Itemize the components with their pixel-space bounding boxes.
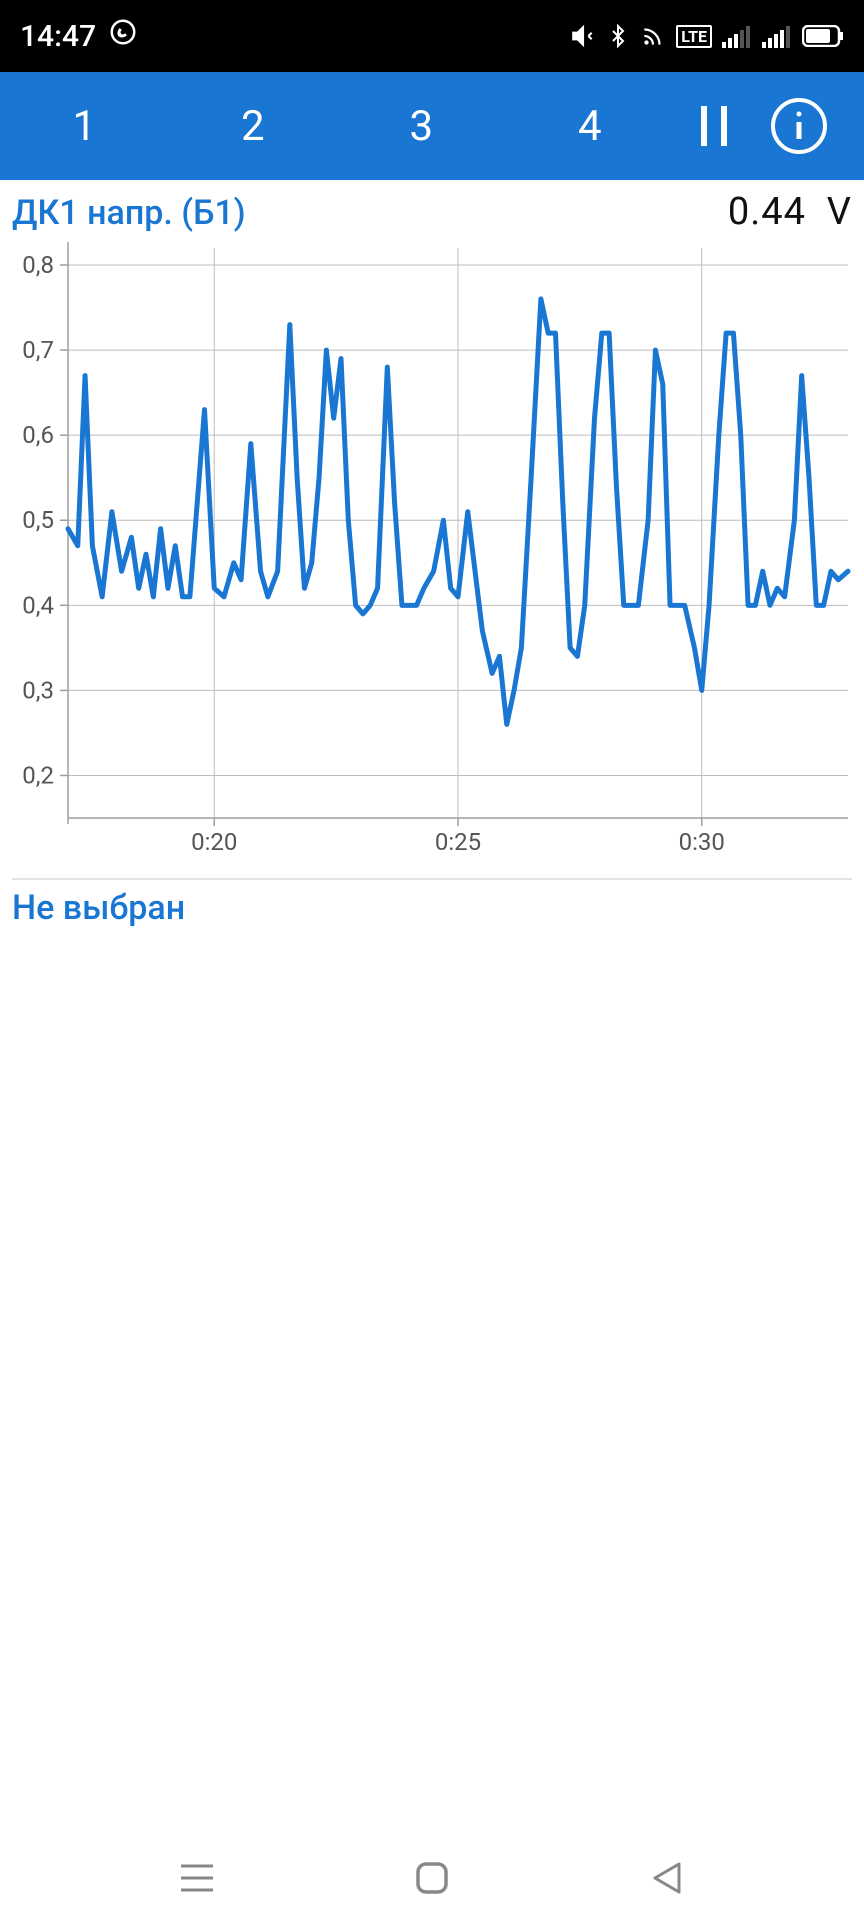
tab-1[interactable]: 1 xyxy=(0,102,169,151)
svg-text:0:20: 0:20 xyxy=(191,828,237,856)
tab-4[interactable]: 4 xyxy=(506,102,675,151)
status-indicators: LTE xyxy=(570,22,844,50)
tab-3[interactable]: 3 xyxy=(337,102,506,151)
svg-text:0,3: 0,3 xyxy=(22,676,54,704)
svg-text:0,6: 0,6 xyxy=(22,421,54,449)
svg-text:0:30: 0:30 xyxy=(679,828,725,856)
toolbar: 1 2 3 4 xyxy=(0,72,864,180)
chart1-canvas: 0,2 0,3 0,4 0,5 0,6 0,7 0,8 0:20 0:25 0:30 xyxy=(0,238,852,858)
svg-text:0,4: 0,4 xyxy=(22,591,54,619)
info-button[interactable] xyxy=(770,97,828,155)
recents-button[interactable] xyxy=(175,1856,219,1904)
svg-text:0,8: 0,8 xyxy=(22,251,54,279)
signal-icon-2 xyxy=(762,24,792,48)
bluetooth-icon xyxy=(606,22,630,50)
status-time: 14:47 xyxy=(20,19,96,54)
chart2-title[interactable]: Не выбран xyxy=(0,880,864,928)
pause-button[interactable] xyxy=(694,102,734,150)
mute-icon xyxy=(570,23,596,49)
lte-icon: LTE xyxy=(676,25,712,48)
chart1-value: 0.44 V xyxy=(728,190,852,234)
chart1[interactable]: 0,2 0,3 0,4 0,5 0,6 0,7 0,8 0:20 0:25 0:30 xyxy=(0,238,864,878)
android-navbar xyxy=(0,1840,864,1920)
home-button[interactable] xyxy=(410,1856,454,1904)
svg-text:0,5: 0,5 xyxy=(22,506,54,534)
tab-2[interactable]: 2 xyxy=(169,102,338,151)
whatsapp-icon xyxy=(108,17,138,55)
back-button[interactable] xyxy=(645,1856,689,1904)
chart1-title: ДК1 напр. (Б1) xyxy=(12,193,246,233)
network-icon xyxy=(640,23,666,49)
svg-text:0,7: 0,7 xyxy=(22,336,54,364)
svg-text:0,2: 0,2 xyxy=(22,761,54,789)
signal-icon xyxy=(722,24,752,48)
chart1-header: ДК1 напр. (Б1) 0.44 V xyxy=(0,180,864,238)
battery-icon xyxy=(802,25,844,47)
svg-text:0:25: 0:25 xyxy=(435,828,481,856)
channel-tabs: 1 2 3 4 xyxy=(0,102,674,151)
status-bar: 14:47 LTE xyxy=(0,0,864,72)
